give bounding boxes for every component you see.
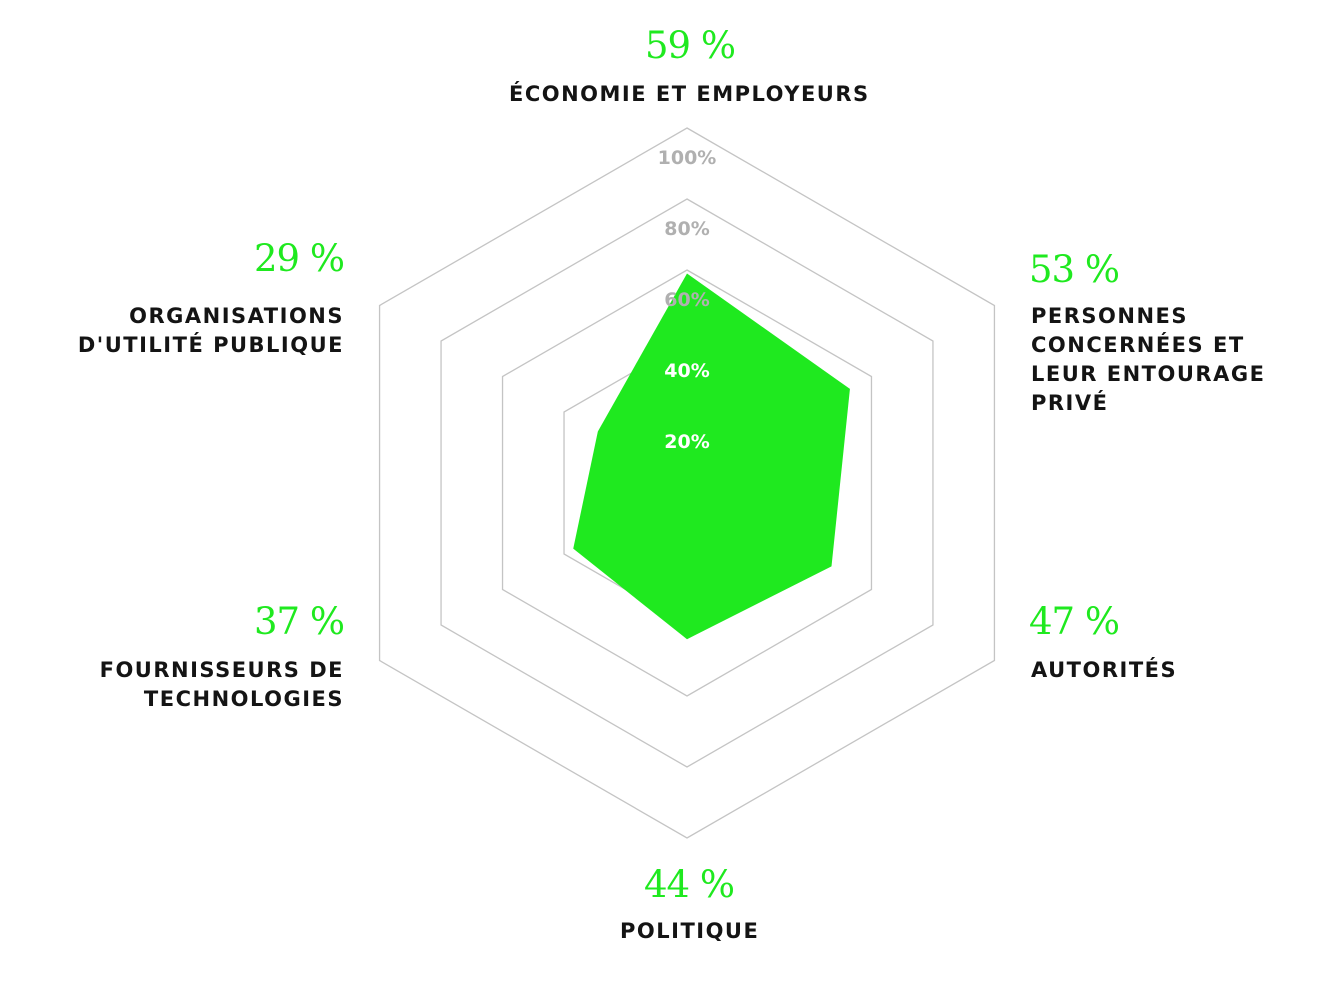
axis-label-line: AUTORITÉS: [1031, 658, 1178, 682]
axis-label-line: ÉCONOMIE ET EMPLOYEURS: [509, 82, 870, 106]
grid-ring: [440, 198, 934, 768]
value-label-personnes: 53 %: [1029, 248, 1120, 291]
axis-label-autorites: AUTORITÉS: [1031, 656, 1177, 685]
value-label-autorites: 47 %: [1029, 600, 1120, 643]
grid-ring: [378, 127, 996, 839]
tick-label: 60%: [664, 289, 709, 311]
axis-label-line: ORGANISATIONS: [129, 304, 344, 328]
axis-label-line: LEUR ENTOURAGE: [1031, 362, 1266, 386]
tick-label: 40%: [664, 360, 709, 382]
axis-label-line: PERSONNES: [1031, 304, 1189, 328]
value-label-organisations: 29 %: [254, 237, 345, 280]
axis-label-organisations: ORGANISATIONS D'UTILITÉ PUBLIQUE: [78, 302, 344, 360]
axis-label-line: PRIVÉ: [1031, 391, 1109, 415]
axis-label-line: FOURNISSEURS DE: [99, 658, 344, 682]
axis-label-politique: POLITIQUE: [620, 917, 759, 946]
tick-label: 80%: [664, 218, 709, 240]
grid-ring: [501, 269, 873, 697]
value-label-fournisseurs: 37 %: [254, 600, 345, 643]
axis-label-fournisseurs: FOURNISSEURS DE TECHNOLOGIES: [100, 656, 344, 714]
axis-label-line: CONCERNÉES ET: [1031, 333, 1245, 357]
tick-label: 20%: [664, 431, 709, 453]
value-label-politique: 44 %: [644, 863, 735, 906]
value-label-economie: 59 %: [645, 24, 736, 67]
data-area: [573, 273, 850, 640]
axis-label-personnes: PERSONNES CONCERNÉES ET LEUR ENTOURAGE P…: [1031, 302, 1265, 418]
axis-label-economie: ÉCONOMIE ET EMPLOYEURS: [509, 80, 870, 109]
axis-label-line: D'UTILITÉ PUBLIQUE: [77, 333, 344, 357]
axis-label-line: TECHNOLOGIES: [143, 687, 344, 711]
axis-label-line: POLITIQUE: [620, 919, 760, 943]
tick-label: 100%: [658, 147, 717, 169]
